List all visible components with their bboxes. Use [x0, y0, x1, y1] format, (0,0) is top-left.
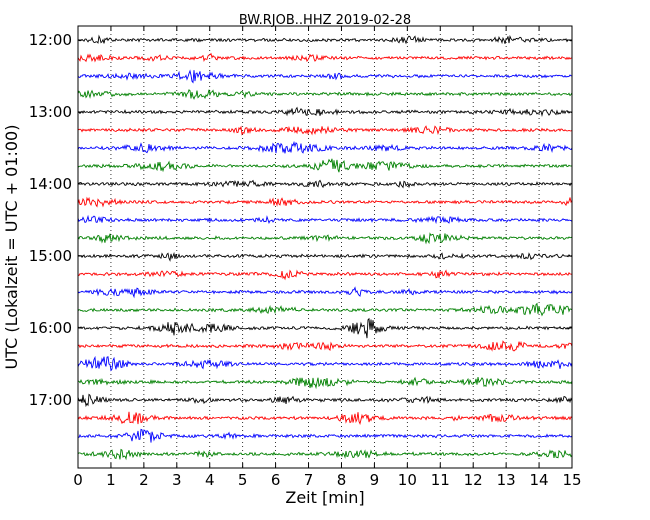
y-tick-label: 13:00 — [29, 103, 72, 121]
y-tick-label: 15:00 — [29, 247, 72, 265]
y-axis-ticks: 12:00 13:00 14:00 15:00 16:00 17:00 — [29, 31, 572, 409]
x-tick-label: 9 — [370, 471, 380, 489]
chart-title: BW.RJOB..HHZ 2019-02-28 — [239, 13, 411, 28]
trace-line — [77, 158, 573, 173]
x-tick-label: 14 — [530, 471, 549, 489]
trace-line — [77, 393, 573, 408]
x-tick-label: 12 — [464, 471, 483, 489]
y-tick-label: 16:00 — [29, 319, 72, 337]
trace-line — [77, 286, 573, 299]
trace-line — [77, 106, 573, 117]
x-tick-label: 13 — [497, 471, 516, 489]
trace-line — [77, 376, 573, 390]
y-tick-label: 17:00 — [29, 391, 72, 409]
y-tick-label: 12:00 — [29, 31, 72, 49]
y-axis-label: UTC (Lokalzeit = UTC + 01:00) — [2, 125, 21, 370]
trace-line — [77, 196, 573, 208]
trace-line — [77, 269, 573, 281]
x-tick-label: 5 — [238, 471, 248, 489]
trace-line — [77, 214, 573, 225]
trace-line — [77, 302, 573, 317]
x-tick-label: 15 — [562, 471, 581, 489]
x-tick-label: 3 — [172, 471, 182, 489]
trace-line — [77, 251, 573, 262]
trace-line — [77, 355, 573, 372]
x-tick-label: 8 — [337, 471, 347, 489]
trace-line — [77, 411, 573, 426]
trace-line — [77, 340, 573, 352]
trace-line — [77, 448, 573, 461]
x-axis-ticks: 0 1 2 3 4 5 6 7 8 9 10 11 12 13 14 15 — [73, 26, 582, 489]
trace-line — [77, 317, 573, 339]
x-tick-label: 2 — [139, 471, 149, 489]
vertical-grid — [110, 26, 540, 468]
plot-frame — [77, 25, 573, 469]
trace-line — [77, 34, 573, 45]
x-tick-label: 1 — [106, 471, 116, 489]
trace-line — [77, 89, 573, 100]
trace-line — [77, 52, 573, 63]
x-tick-label: 6 — [271, 471, 281, 489]
x-tick-label: 11 — [431, 471, 450, 489]
trace-line — [77, 179, 573, 189]
x-axis-label: Zeit [min] — [285, 488, 364, 507]
x-tick-label: 0 — [73, 471, 83, 489]
trace-line — [77, 69, 573, 84]
x-tick-label: 7 — [304, 471, 314, 489]
seismogram-traces — [77, 34, 573, 461]
trace-line — [77, 140, 573, 154]
trace-line — [77, 428, 573, 443]
y-tick-label: 14:00 — [29, 175, 72, 193]
x-tick-label: 4 — [205, 471, 215, 489]
x-tick-label: 10 — [398, 471, 417, 489]
trace-line — [77, 125, 573, 136]
trace-line — [77, 232, 573, 245]
